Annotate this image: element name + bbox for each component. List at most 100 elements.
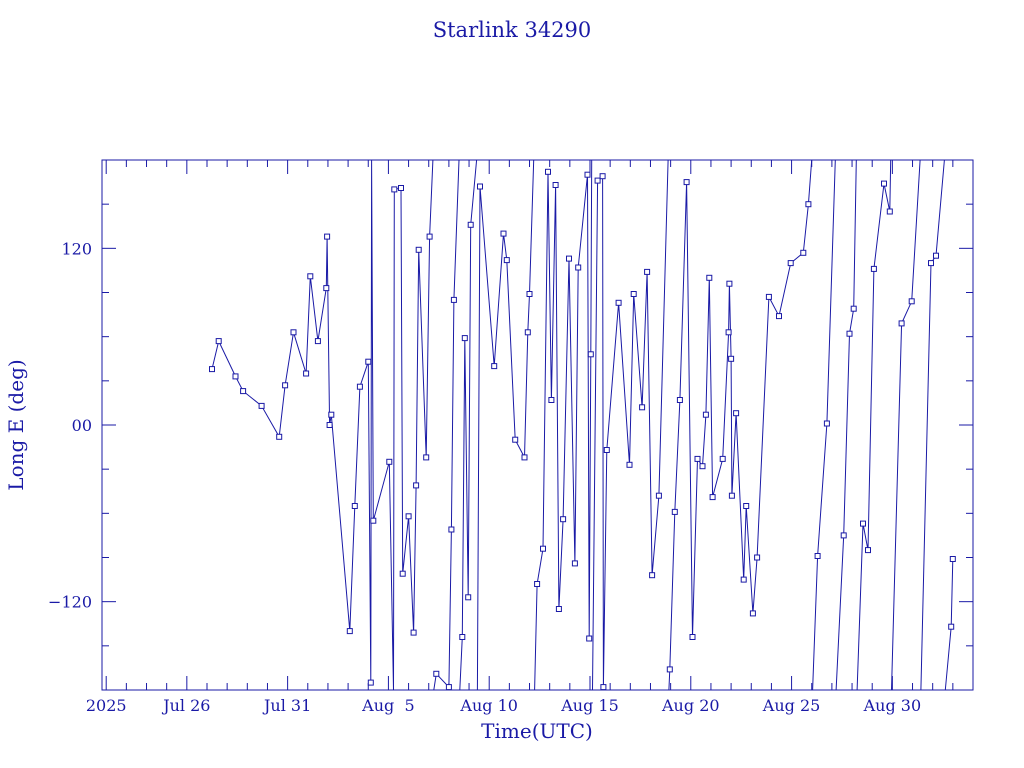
data-point — [787, 260, 794, 267]
x-tick-label: Aug 25 — [762, 696, 821, 715]
data-point — [391, 186, 398, 193]
data-point — [415, 246, 422, 253]
data-point — [639, 404, 646, 411]
plot-frame — [101, 159, 974, 691]
data-point — [461, 335, 468, 342]
data-point — [426, 233, 433, 240]
data-point — [465, 594, 472, 601]
data-point — [560, 516, 567, 523]
data-point — [258, 402, 265, 409]
data-point — [356, 383, 363, 390]
data-point — [548, 397, 555, 403]
data-point — [232, 373, 239, 380]
data-point — [655, 492, 662, 499]
series-line — [920, 160, 945, 690]
y-tick-label: 00 — [72, 416, 92, 435]
data-point — [948, 623, 955, 630]
data-point — [599, 173, 606, 180]
data-point — [689, 634, 696, 640]
data-point — [949, 556, 956, 562]
data-point — [398, 185, 404, 191]
data-point — [575, 264, 582, 271]
data-point — [545, 168, 551, 175]
data-point — [365, 358, 372, 365]
data-point — [776, 313, 782, 320]
data-point — [898, 320, 905, 327]
series-line — [891, 160, 921, 690]
x-axis: 2025 Jul 26 Jul 31 Aug 5 Aug 10 Aug 15 Aug 20 A… — [86, 160, 974, 715]
series-line — [476, 160, 535, 690]
x-tick-label: Jul 31 — [262, 696, 311, 715]
data-point — [555, 606, 562, 612]
data-point — [503, 257, 510, 264]
data-point — [719, 455, 726, 462]
data-point — [587, 351, 594, 358]
data-point — [459, 634, 466, 640]
data-point — [386, 458, 393, 465]
data-point — [928, 260, 934, 267]
data-point — [552, 182, 559, 188]
data-point — [644, 268, 651, 275]
data-point — [346, 628, 353, 635]
data-point — [725, 329, 732, 336]
data-point — [303, 370, 310, 377]
data-point — [649, 572, 656, 579]
data-point — [491, 363, 498, 370]
data-point — [413, 482, 420, 489]
data-point — [276, 433, 283, 440]
data-point — [323, 285, 330, 292]
data-point — [584, 171, 591, 178]
data-point — [526, 291, 533, 297]
data-point — [290, 329, 297, 336]
data-point — [521, 454, 528, 461]
data-point — [728, 492, 735, 499]
x-tick-label: Aug 30 — [863, 696, 922, 715]
x-axis-title: Time(UTC) — [481, 719, 593, 743]
data-point — [314, 338, 321, 345]
series-layer — [209, 160, 956, 691]
data-point — [423, 454, 430, 461]
data-point — [726, 280, 733, 287]
data-point — [749, 610, 756, 617]
data-point — [571, 560, 578, 567]
data-point — [800, 249, 807, 256]
data-point — [709, 494, 716, 501]
data-point — [733, 410, 740, 417]
data-point — [524, 329, 531, 336]
data-point — [850, 305, 857, 312]
y-axis: −120 00 120 — [48, 159, 973, 691]
x-tick-label: Aug 15 — [560, 696, 619, 715]
x-tick-label: Jul 26 — [161, 696, 210, 715]
series-line — [534, 160, 593, 690]
data-point — [566, 255, 572, 262]
data-point — [699, 463, 706, 470]
data-point — [823, 420, 830, 427]
data-point — [467, 221, 474, 228]
data-point — [702, 411, 709, 418]
data-point — [500, 230, 507, 237]
data-point — [881, 180, 887, 187]
data-point — [240, 388, 247, 395]
data-point — [399, 570, 406, 577]
data-point — [694, 455, 701, 462]
data-point — [477, 183, 483, 190]
data-point — [600, 684, 607, 691]
y-axis-title: Long E (deg) — [4, 359, 28, 490]
series-line — [433, 160, 460, 690]
data-point — [328, 411, 335, 418]
chart-title: Starlink 34290 — [433, 18, 592, 42]
data-point — [615, 299, 622, 306]
data-point — [814, 553, 821, 559]
data-point — [433, 670, 440, 677]
data-point — [586, 635, 593, 642]
data-point — [865, 547, 871, 554]
data-point — [594, 177, 601, 184]
x-tick-label: Aug 10 — [459, 696, 518, 715]
data-point — [351, 503, 358, 509]
data-point — [534, 581, 541, 587]
data-point — [326, 422, 333, 428]
data-point — [626, 461, 633, 468]
x-tick-label: Aug 20 — [661, 696, 720, 715]
data-point — [512, 436, 519, 443]
data-point — [209, 366, 215, 373]
